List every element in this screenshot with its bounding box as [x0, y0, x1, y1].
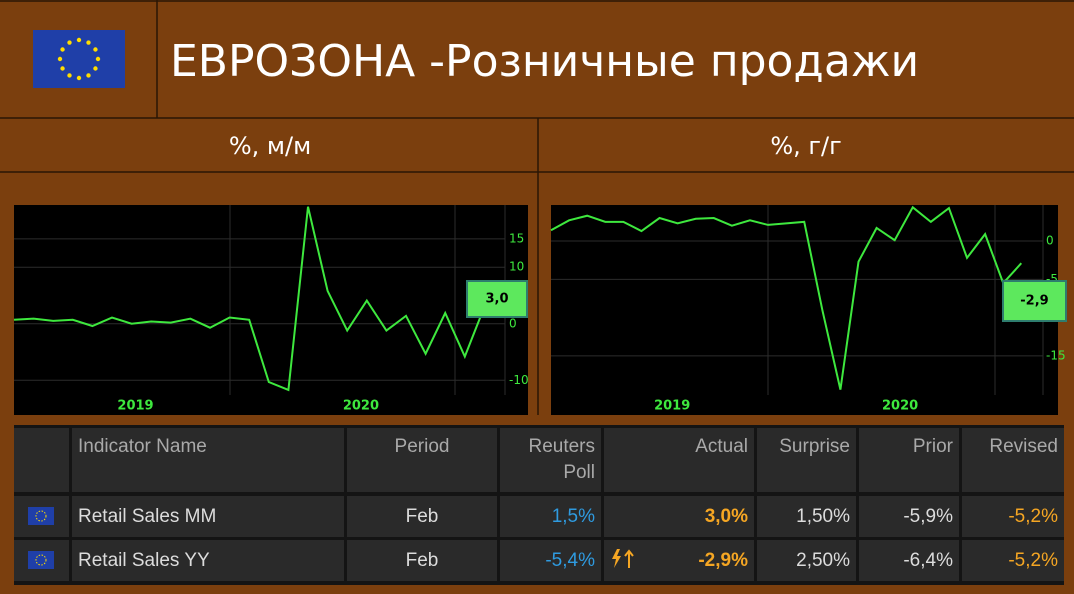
plot-bg — [551, 205, 1058, 415]
x-tick-label: 2019 — [654, 399, 690, 414]
table-cell: -6,4% — [859, 540, 959, 581]
table-cell: -5,4% — [500, 540, 601, 581]
y-tick-label: 10 — [509, 260, 524, 274]
table-cell: Retail Sales MM — [72, 496, 344, 537]
column-header: Reuters Poll — [500, 428, 601, 492]
last-value-box — [1002, 280, 1067, 322]
table-cell: -2,9% — [604, 540, 754, 581]
chart-title: %, м/м — [229, 132, 311, 160]
table-cell: 1,5% — [500, 496, 601, 537]
row-flag — [28, 507, 54, 525]
y-tick-label: -15 — [1046, 348, 1066, 362]
table-cell: Feb — [347, 540, 497, 581]
column-header: Revised — [962, 428, 1064, 492]
table-cell: -5,2% — [962, 496, 1064, 537]
table-cell: 2,50% — [757, 540, 856, 581]
series-line — [550, 205, 1023, 390]
table-cell: 1,50% — [757, 496, 856, 537]
chart-title: %, г/г — [770, 132, 841, 160]
star — [67, 40, 72, 45]
column-header: Prior — [859, 428, 959, 492]
star — [60, 66, 65, 71]
table-cell: -5,9% — [859, 496, 959, 537]
dividers — [0, 0, 1074, 415]
last-value-label: 3,0 — [485, 292, 508, 307]
alert-icon — [612, 549, 634, 568]
table-cell: 3,0% — [604, 496, 754, 537]
table-cell: -5,2% — [962, 540, 1064, 581]
table-cell: Retail Sales YY — [72, 540, 344, 581]
series-line — [13, 206, 486, 392]
last-value-box — [466, 280, 528, 318]
x-tick-label: 2020 — [882, 399, 918, 414]
eu-flag — [33, 30, 125, 88]
table: Indicator Name Period Reuters Poll Actual Su… — [14, 425, 1064, 585]
row-flag — [28, 551, 54, 569]
y-tick-label: 15 — [509, 231, 524, 245]
flag-cell — [14, 540, 69, 581]
column-header: Period — [347, 428, 497, 492]
column-header: Actual — [604, 428, 754, 492]
y-tick-label: 0 — [509, 316, 517, 330]
star — [67, 73, 72, 78]
star — [86, 73, 91, 78]
table-cell: Feb — [347, 496, 497, 537]
y-tick-label: 0 — [1046, 234, 1054, 248]
star — [86, 40, 91, 45]
x-tick-label: 2020 — [343, 399, 379, 414]
star — [93, 66, 98, 71]
flag-cell — [14, 496, 69, 537]
y-tick-label: -5 — [1046, 272, 1058, 286]
page-title: ЕВРОЗОНА -Розничные продажи — [170, 36, 919, 87]
last-value-label: -2,9 — [1020, 294, 1048, 309]
y-tick-label: -10 — [509, 373, 529, 387]
column-header: Indicator Name — [72, 428, 344, 492]
column-header: Surprise — [757, 428, 856, 492]
star — [76, 37, 82, 43]
star — [57, 56, 63, 62]
x-tick-label: 2019 — [117, 399, 153, 414]
star — [60, 47, 65, 52]
star — [76, 75, 82, 81]
star — [95, 56, 101, 62]
column-header — [14, 428, 69, 492]
star — [93, 47, 98, 52]
